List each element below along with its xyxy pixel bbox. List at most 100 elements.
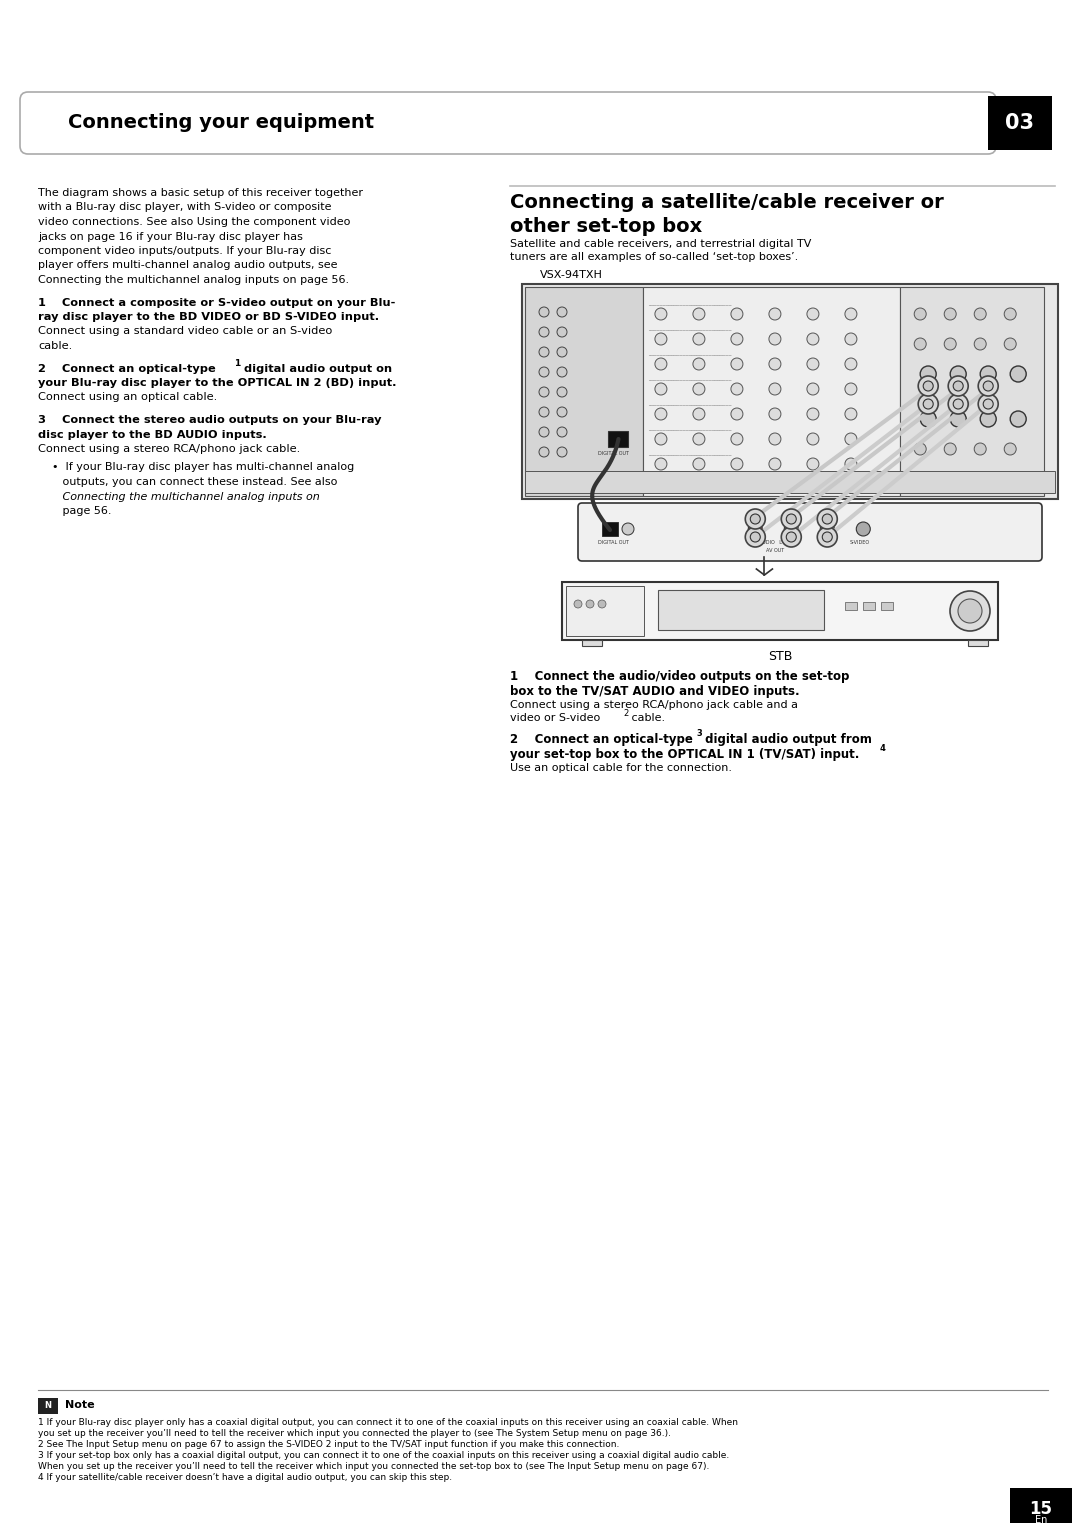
Text: Note: Note — [65, 1400, 95, 1410]
Text: 2: 2 — [623, 709, 629, 718]
Text: Connect using an optical cable.: Connect using an optical cable. — [38, 393, 217, 402]
Text: ray disc player to the BD VIDEO or BD S-VIDEO input.: ray disc player to the BD VIDEO or BD S-… — [38, 312, 379, 322]
Circle shape — [557, 367, 567, 377]
Circle shape — [598, 601, 606, 608]
Circle shape — [954, 399, 963, 410]
Circle shape — [557, 327, 567, 338]
Circle shape — [786, 532, 796, 542]
Circle shape — [693, 408, 705, 420]
Circle shape — [950, 591, 990, 631]
Text: outputs, you can connect these instead. See also: outputs, you can connect these instead. … — [52, 477, 337, 487]
Circle shape — [573, 601, 582, 608]
Circle shape — [654, 358, 667, 370]
Circle shape — [944, 309, 956, 319]
Circle shape — [948, 394, 968, 414]
FancyBboxPatch shape — [21, 92, 996, 154]
Bar — [643, 287, 901, 497]
Circle shape — [1010, 411, 1026, 426]
Text: ─────────────────────────────: ───────────────────────────── — [648, 303, 731, 307]
Circle shape — [751, 513, 760, 524]
Circle shape — [822, 513, 833, 524]
Circle shape — [769, 432, 781, 445]
Text: 1    Connect the audio/video outputs on the set-top: 1 Connect the audio/video outputs on the… — [510, 669, 849, 683]
Text: ─────────────────────────────: ───────────────────────────── — [648, 402, 731, 406]
Circle shape — [654, 309, 667, 319]
Circle shape — [845, 432, 856, 445]
Text: 1    Connect a composite or S-video output on your Blu-: 1 Connect a composite or S-video output … — [38, 298, 395, 307]
Circle shape — [974, 309, 986, 319]
Circle shape — [731, 384, 743, 396]
Circle shape — [978, 376, 998, 396]
Circle shape — [981, 411, 996, 426]
Circle shape — [981, 367, 996, 382]
Circle shape — [845, 384, 856, 396]
Circle shape — [731, 358, 743, 370]
Text: other set-top box: other set-top box — [510, 217, 702, 235]
Bar — [1010, 1488, 1072, 1523]
Text: with a Blu-ray disc player, with S-video or composite: with a Blu-ray disc player, with S-video… — [38, 203, 332, 212]
Bar — [881, 602, 893, 610]
Circle shape — [622, 523, 634, 535]
Text: component video inputs/outputs. If your Blu-ray disc: component video inputs/outputs. If your … — [38, 246, 332, 257]
Circle shape — [948, 376, 968, 396]
Circle shape — [978, 394, 998, 414]
Circle shape — [944, 474, 956, 484]
Text: N: N — [44, 1401, 52, 1410]
Circle shape — [557, 426, 567, 437]
Circle shape — [654, 384, 667, 396]
Text: 03: 03 — [1005, 113, 1035, 133]
Circle shape — [693, 333, 705, 345]
Text: box to the TV/SAT AUDIO and VIDEO inputs.: box to the TV/SAT AUDIO and VIDEO inputs… — [510, 685, 799, 698]
Circle shape — [974, 474, 986, 484]
Circle shape — [693, 432, 705, 445]
Text: 15: 15 — [1029, 1500, 1053, 1517]
Circle shape — [539, 307, 549, 316]
Circle shape — [950, 411, 967, 426]
Circle shape — [822, 532, 833, 542]
Circle shape — [748, 523, 762, 536]
Circle shape — [821, 523, 834, 536]
Bar — [602, 523, 618, 536]
Circle shape — [751, 532, 760, 542]
Circle shape — [654, 333, 667, 345]
Text: ─────────────────────────────: ───────────────────────────── — [648, 426, 731, 432]
Circle shape — [807, 432, 819, 445]
Bar — [846, 602, 858, 610]
Text: Use an optical cable for the connection.: Use an optical cable for the connection. — [510, 762, 732, 773]
Circle shape — [557, 406, 567, 417]
Text: disc player to the BD AUDIO inputs.: disc player to the BD AUDIO inputs. — [38, 429, 267, 440]
Circle shape — [807, 384, 819, 396]
Circle shape — [539, 367, 549, 377]
Text: Connect using a stereo RCA/phono jack cable.: Connect using a stereo RCA/phono jack ca… — [38, 445, 300, 454]
Text: DIGITAL OUT: DIGITAL OUT — [598, 451, 630, 455]
Circle shape — [914, 338, 927, 350]
Circle shape — [539, 387, 549, 397]
Circle shape — [731, 458, 743, 471]
Circle shape — [807, 333, 819, 345]
Circle shape — [983, 399, 994, 410]
Text: ─────────────────────────────: ───────────────────────────── — [648, 327, 731, 332]
Text: ─────────────────────────────: ───────────────────────────── — [648, 452, 731, 457]
Bar — [608, 431, 629, 448]
Circle shape — [807, 458, 819, 471]
Text: cable.: cable. — [627, 714, 665, 723]
Text: video connections. See also Using the component video: video connections. See also Using the co… — [38, 217, 350, 228]
Circle shape — [845, 458, 856, 471]
Circle shape — [557, 307, 567, 316]
Circle shape — [1004, 443, 1016, 455]
Text: you set up the receiver you’ll need to tell the receiver which input you connect: you set up the receiver you’ll need to t… — [38, 1429, 671, 1438]
Text: ─────────────────────────────: ───────────────────────────── — [648, 477, 731, 481]
Circle shape — [557, 448, 567, 457]
Text: Connect using a stereo RCA/phono jack cable and a: Connect using a stereo RCA/phono jack ca… — [510, 700, 798, 711]
Circle shape — [944, 443, 956, 455]
Bar — [863, 602, 876, 610]
Circle shape — [769, 358, 781, 370]
Circle shape — [769, 333, 781, 345]
Circle shape — [918, 394, 939, 414]
Circle shape — [731, 333, 743, 345]
Circle shape — [557, 347, 567, 358]
Circle shape — [539, 406, 549, 417]
Circle shape — [845, 408, 856, 420]
Text: tuners are all examples of so-called ‘set-top boxes’.: tuners are all examples of so-called ‘se… — [510, 252, 798, 261]
Circle shape — [693, 458, 705, 471]
